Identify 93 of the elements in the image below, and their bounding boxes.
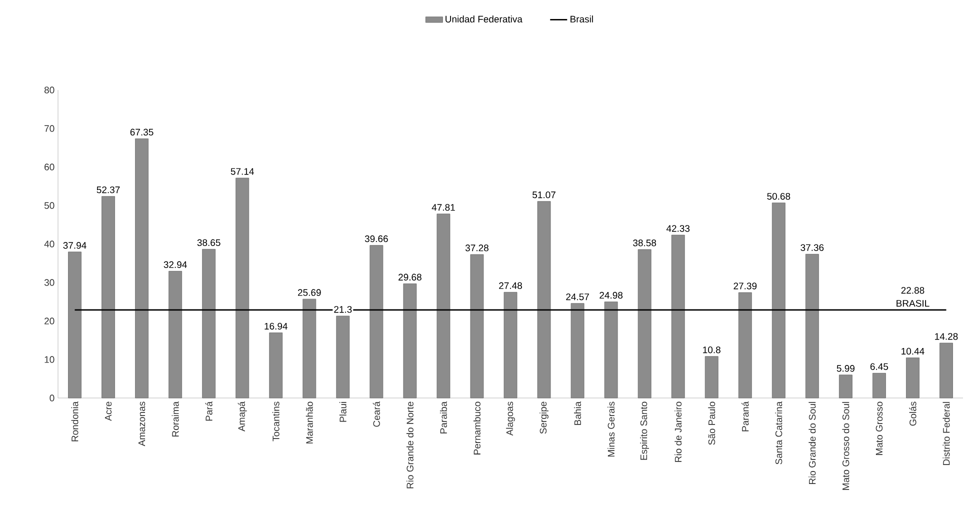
- x-tick-label: Mato Grosso do Soul: [842, 402, 850, 490]
- bar: [805, 254, 819, 398]
- x-tick-label: Maranhão: [306, 402, 313, 444]
- bar: [470, 254, 484, 398]
- x-tick-label: Golás: [909, 402, 916, 426]
- bar: [202, 249, 216, 398]
- data-label: 38.58: [633, 240, 656, 246]
- y-tick-label: 30: [44, 279, 54, 286]
- y-tick-label: 0: [50, 394, 54, 402]
- bar: [671, 234, 685, 398]
- x-tick-label: Rio Grande do Norte: [406, 402, 414, 488]
- data-label: 16.94: [264, 322, 288, 330]
- x-tick-label: Bahia: [574, 401, 582, 425]
- data-label: 39.66: [364, 235, 388, 242]
- y-tick-label: 70: [44, 125, 54, 132]
- bar: [336, 316, 350, 398]
- bar: [772, 202, 786, 398]
- y-tick-label: 20: [44, 318, 54, 324]
- x-tick-label: Amapá: [238, 401, 247, 432]
- x-tick-label: Paraiba: [440, 401, 447, 434]
- data-label: 37.36: [800, 244, 824, 251]
- x-tick-label: Espirito Santo: [640, 402, 650, 460]
- bar: [135, 138, 148, 398]
- bar: [68, 252, 82, 398]
- data-label: 67.35: [130, 128, 154, 136]
- x-tick-label: Tocantins: [272, 402, 280, 442]
- legend-label: Brasil: [570, 16, 593, 22]
- x-tick-label: Pará: [205, 401, 212, 421]
- bar: [838, 374, 852, 398]
- x-tick-label: Acre: [104, 402, 112, 421]
- data-label: 24.98: [600, 292, 623, 299]
- x-tick-label: Alagoas: [506, 402, 515, 436]
- data-label: 22.88: [901, 286, 924, 294]
- bar: [504, 292, 518, 398]
- legend-label: Unidad Federativa: [446, 16, 522, 22]
- data-label: 5.99: [836, 365, 854, 372]
- x-tick-label: Santa Catarina: [775, 401, 782, 464]
- bar: [704, 356, 718, 398]
- bar: [570, 303, 584, 398]
- y-tick-label: 50: [44, 202, 54, 209]
- data-label: 38.65: [197, 239, 220, 246]
- x-tick-label: Rondonia: [71, 401, 78, 442]
- data-label: 52.37: [96, 186, 120, 194]
- data-label: 51.07: [532, 191, 556, 198]
- y-tick-label: 60: [44, 164, 54, 170]
- x-tick-label: Minas Gerais: [608, 402, 615, 457]
- bar: [906, 358, 920, 398]
- data-label: 27.48: [499, 282, 522, 290]
- data-label: 10.44: [902, 348, 924, 355]
- data-label: 29.68: [398, 274, 422, 281]
- data-label: 57.14: [230, 168, 254, 175]
- data-label: 42.33: [666, 225, 690, 232]
- x-tick-label: Roraima: [172, 401, 179, 436]
- x-tick-label: Mato Grosso: [876, 402, 883, 455]
- data-label: 6.45: [870, 363, 888, 370]
- bar: [403, 284, 417, 398]
- data-label: 27.39: [734, 282, 757, 290]
- data-label: 37.94: [63, 242, 86, 249]
- bar: [102, 196, 115, 398]
- x-tick-label: Ceará: [372, 401, 380, 427]
- data-label: 37.28: [465, 244, 488, 252]
- x-tick-label: São Paulo: [708, 402, 716, 445]
- bar: [940, 342, 953, 398]
- x-tick-label: Rio de Janeiro: [674, 402, 682, 462]
- bar: [872, 372, 886, 398]
- data-label: 47.81: [432, 204, 455, 211]
- bar: [604, 302, 618, 398]
- bar: [168, 270, 182, 398]
- data-label: 50.68: [767, 192, 790, 200]
- y-tick-label: 10: [44, 356, 54, 363]
- data-label: 14.28: [935, 333, 958, 340]
- bar: [236, 178, 250, 398]
- data-label: 24.57: [566, 293, 589, 300]
- bar: [638, 249, 652, 398]
- bar: [269, 332, 283, 398]
- bar: [436, 214, 450, 398]
- x-tick-label: Pernambuco: [473, 402, 480, 454]
- x-tick-label: Amazonas: [138, 402, 146, 446]
- bar: [370, 245, 384, 398]
- y-tick-label: 40: [44, 240, 54, 248]
- bar: [302, 298, 316, 398]
- bar: [537, 201, 551, 398]
- x-tick-label: Distrito Federal: [942, 402, 950, 465]
- x-tick-label: Plaui: [339, 402, 346, 422]
- x-tick-label: Paraná: [742, 401, 749, 432]
- annotation: BRASIL: [896, 300, 930, 307]
- bar: [738, 292, 752, 398]
- y-tick-label: 80: [44, 86, 54, 94]
- data-label: 10.8: [703, 346, 720, 354]
- x-tick-label: Rio Grande do Soul: [808, 402, 816, 484]
- data-label: 32.94: [164, 261, 187, 268]
- x-tick-label: Sergipe: [540, 402, 548, 434]
- data-label: 25.69: [298, 289, 321, 296]
